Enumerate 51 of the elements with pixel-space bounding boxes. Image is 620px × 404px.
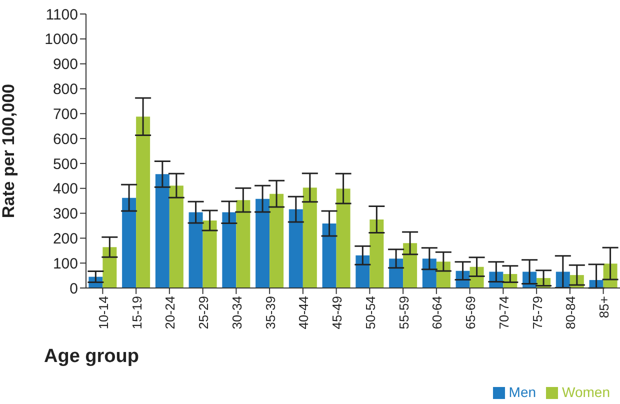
x-tick-label: 80-84 [563, 296, 578, 330]
x-tick-label: 85+ [596, 296, 612, 318]
bar [102, 247, 117, 288]
bar [136, 116, 150, 288]
y-tick-label: 1100 [46, 6, 78, 24]
bar [202, 220, 217, 288]
y-tick-label: 300 [52, 206, 78, 223]
bar [256, 198, 270, 288]
bar [356, 255, 370, 288]
x-tick-label: 55-59 [396, 296, 412, 330]
x-tick-label: 15-19 [129, 296, 144, 330]
x-tick-label: 45-49 [330, 296, 345, 330]
bar [169, 186, 184, 288]
bar [370, 220, 384, 288]
y-tick-label: 0 [70, 280, 78, 298]
legend-label: Women [562, 384, 610, 400]
x-tick-label: 60-64 [430, 296, 445, 330]
y-tick-label: 400 [52, 180, 78, 198]
x-tick-label: 70-74 [496, 296, 512, 330]
y-tick-label: 800 [52, 81, 78, 98]
bar [222, 212, 236, 288]
bar [288, 209, 303, 288]
bar [403, 243, 418, 288]
x-tick-label: 20-24 [162, 296, 178, 330]
x-tick-label: 50-54 [362, 296, 378, 330]
y-axis-title: Rate per 100,000 [0, 84, 18, 218]
x-tick-label: 40-44 [296, 296, 312, 330]
y-tick-label: 500 [52, 156, 78, 173]
y-tick-label: 100 [52, 255, 78, 272]
x-tick-label: 30-34 [229, 296, 244, 330]
x-tick-label: 65-69 [463, 296, 478, 330]
bar [336, 188, 350, 288]
bar [188, 212, 203, 288]
bar [389, 258, 404, 288]
y-tick-label: 1000 [44, 31, 78, 48]
bar [322, 223, 336, 288]
x-tick-label: 25-29 [196, 296, 212, 330]
bar [122, 198, 136, 288]
y-tick-label: 200 [52, 230, 78, 248]
x-tick-label: 35-39 [262, 296, 278, 330]
legend-label: Men [508, 384, 536, 400]
x-tick-label: 75-79 [530, 296, 545, 330]
bar [155, 174, 170, 288]
y-tick-label: 600 [52, 130, 78, 148]
bar [302, 188, 317, 288]
x-tick-label: 10-14 [96, 296, 111, 330]
y-tick-label: 900 [52, 56, 78, 74]
bar [270, 194, 284, 288]
x-axis-title: Age group [44, 346, 139, 367]
y-tick-label: 700 [52, 106, 78, 123]
bar [236, 200, 250, 288]
